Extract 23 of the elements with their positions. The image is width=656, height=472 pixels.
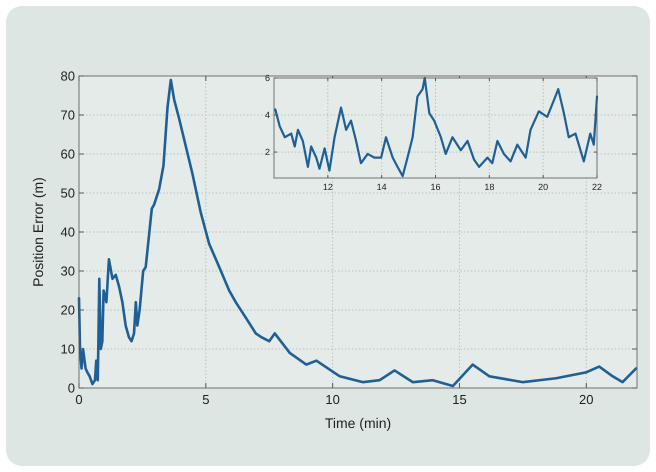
x-tick-label: 12 xyxy=(322,182,333,192)
x-tick-label: 16 xyxy=(430,182,441,192)
x-tick-label: 5 xyxy=(202,392,210,407)
y-tick-label: 70 xyxy=(60,108,75,123)
y-tick-label: 80 xyxy=(60,68,75,84)
x-tick-label: 15 xyxy=(452,392,467,407)
x-tick-label: 20 xyxy=(579,392,594,407)
y-axis-title: Position Error (m) xyxy=(30,177,46,287)
y-tick-label: 50 xyxy=(60,186,75,201)
x-tick-label: 20 xyxy=(538,182,548,192)
x-tick-label: 18 xyxy=(484,182,494,192)
y-tick-label: 40 xyxy=(60,224,75,240)
y-tick-label: 10 xyxy=(60,342,75,357)
y-tick-label: 30 xyxy=(60,264,75,279)
x-tick-label: 10 xyxy=(325,392,340,407)
y-tick-label: 0 xyxy=(68,380,75,396)
x-axis-title: Time (min) xyxy=(324,415,392,431)
y-tick-label: 20 xyxy=(60,302,75,318)
y-tick-label: 60 xyxy=(60,146,75,162)
x-tick-label: 22 xyxy=(592,182,602,192)
x-tick-label: 14 xyxy=(376,182,387,192)
y-tick-label: 2 xyxy=(264,147,270,158)
y-tick-label: 4 xyxy=(264,110,270,120)
